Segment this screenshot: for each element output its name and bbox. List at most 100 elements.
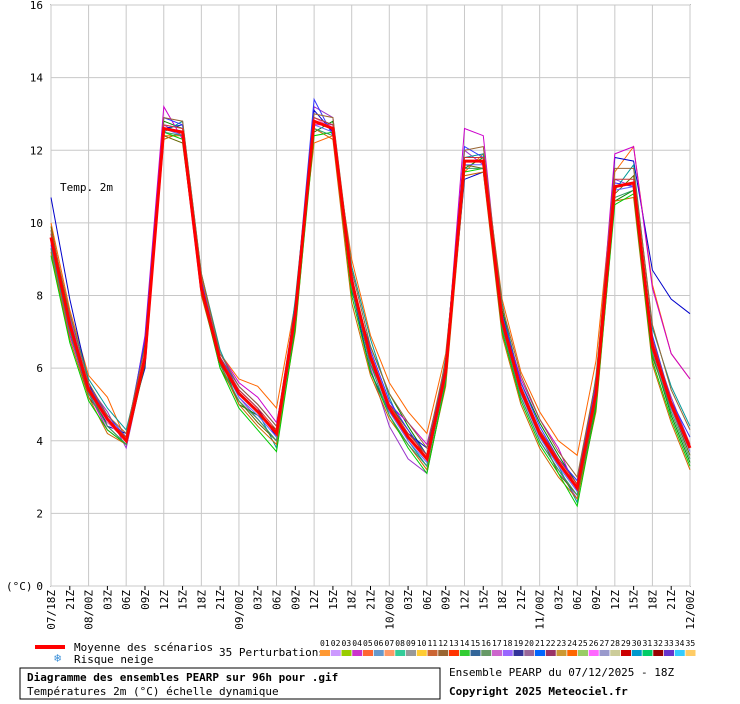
member-series-line	[50, 116, 691, 490]
x-tick-label: 09Z	[139, 590, 152, 610]
y-axis-ticks: 0 2 4 6 8 10 12 14 16	[30, 0, 44, 593]
member-swatch	[513, 650, 524, 656]
mean-legend-swatch	[35, 645, 65, 649]
snow-icon: ❄	[54, 651, 61, 665]
x-tick-label: 03Z	[252, 590, 265, 610]
member-id-label: 31	[643, 639, 653, 648]
y-tick-label: 6	[36, 362, 43, 375]
mean-series-line	[49, 119, 692, 492]
member-id-label: 05	[363, 639, 373, 648]
copyright: Copyright 2025 Meteociel.fr	[449, 685, 628, 698]
y-tick-label: 16	[30, 0, 43, 12]
x-tick-label: 15Z	[327, 590, 340, 610]
member-id-label: 32	[653, 639, 663, 648]
x-tick-label: 18Z	[346, 590, 359, 610]
member-swatch	[556, 650, 567, 656]
member-id-label: 25	[578, 639, 588, 648]
x-tick-label: 12Z	[158, 590, 171, 610]
member-id-label: 13	[449, 639, 459, 648]
y-tick-label: 2	[36, 507, 43, 520]
member-id-label: 04	[352, 639, 362, 648]
member-id-label: 27	[600, 639, 610, 648]
member-swatch	[470, 650, 481, 656]
member-swatch	[524, 650, 535, 656]
y-tick-label: 12	[30, 144, 43, 157]
member-id-label: 22	[546, 639, 556, 648]
x-tick-label: 09Z	[590, 590, 603, 610]
member-id-label: 02	[331, 639, 341, 648]
x-tick-label: 21Z	[515, 590, 528, 610]
member-swatch	[481, 650, 492, 656]
x-tick-label: 21Z	[365, 590, 378, 610]
member-series-line	[50, 97, 691, 482]
x-tick-label: 11/00Z	[534, 590, 547, 630]
x-tick-label: 06Z	[571, 590, 584, 610]
member-id-label: 16	[481, 639, 491, 648]
member-id-label: 17	[492, 639, 502, 648]
member-swatch	[341, 650, 352, 656]
member-id-label: 28	[610, 639, 620, 648]
member-swatch	[685, 650, 696, 656]
x-axis-ticks: 07/18Z 21Z 08/00Z 03Z 06Z 09Z 12Z 15Z 18Z 21Z 09/0…	[45, 590, 697, 630]
x-tick-label: 15Z	[477, 590, 490, 610]
member-swatch	[545, 650, 556, 656]
member-id-label: 12	[438, 639, 448, 648]
x-tick-label: 21Z	[665, 590, 678, 610]
x-tick-label: 12Z	[308, 590, 321, 610]
x-tick-label: 06Z	[120, 590, 133, 610]
perturbation-series	[50, 97, 691, 508]
member-id-label: 07	[385, 639, 395, 648]
member-swatch	[416, 650, 427, 656]
x-tick-label: 07/18Z	[45, 590, 58, 630]
member-series-line	[50, 105, 691, 494]
member-id-label: 23	[557, 639, 567, 648]
member-swatch	[384, 650, 395, 656]
snow-legend-label: Risque neige	[74, 653, 153, 666]
member-series-line	[50, 120, 691, 486]
y-tick-label: 14	[30, 72, 44, 85]
member-swatch	[352, 650, 363, 656]
y-tick-label: 4	[36, 435, 43, 448]
x-tick-label: 18Z	[195, 590, 208, 610]
member-swatch	[621, 650, 631, 656]
member-swatch	[578, 650, 588, 656]
member-id-label: 06	[374, 639, 384, 648]
member-series-line	[50, 116, 691, 486]
member-id-label: 29	[621, 639, 631, 648]
member-swatch	[320, 650, 330, 656]
member-swatch	[502, 650, 513, 656]
mean-series	[49, 119, 692, 492]
member-swatch	[395, 650, 406, 656]
member-id-label: 03	[342, 639, 352, 648]
member-swatch	[459, 650, 470, 656]
x-tick-label: 06Z	[271, 590, 284, 610]
member-id-label: 01	[320, 639, 330, 648]
member-swatch	[588, 650, 599, 656]
x-tick-label: 12Z	[458, 590, 471, 610]
member-swatch	[492, 650, 502, 656]
member-swatch	[610, 650, 621, 656]
member-swatch	[674, 650, 685, 656]
member-swatch	[599, 650, 610, 656]
member-id-label: 15	[471, 639, 481, 648]
member-id-label: 35	[686, 639, 696, 648]
member-id-label: 10	[417, 639, 427, 648]
member-id-label: 09	[406, 639, 416, 648]
member-id-label: 14	[460, 639, 470, 648]
member-id-label: 18	[503, 639, 513, 648]
x-tick-label: 03Z	[101, 590, 114, 610]
x-tick-label: 12Z	[609, 590, 622, 610]
member-id-label: 30	[632, 639, 642, 648]
member-id-label: 26	[589, 639, 599, 648]
member-swatch	[653, 650, 664, 656]
member-id-label: 20	[524, 639, 534, 648]
member-id-label: 11	[428, 639, 438, 648]
x-tick-label: 10/00Z	[383, 590, 396, 630]
footer-subtitle: Températures 2m (°C) échelle dynamique	[27, 685, 279, 698]
member-series-line	[50, 105, 691, 501]
x-tick-label: 18Z	[496, 590, 509, 610]
y-tick-label: 8	[36, 290, 43, 303]
x-tick-label: 12/00Z	[684, 590, 697, 630]
member-swatches: 01 02 03 04 05 06 07 08 09 10 11 12 13 14 15 16 17 18 19 20…	[320, 639, 696, 656]
